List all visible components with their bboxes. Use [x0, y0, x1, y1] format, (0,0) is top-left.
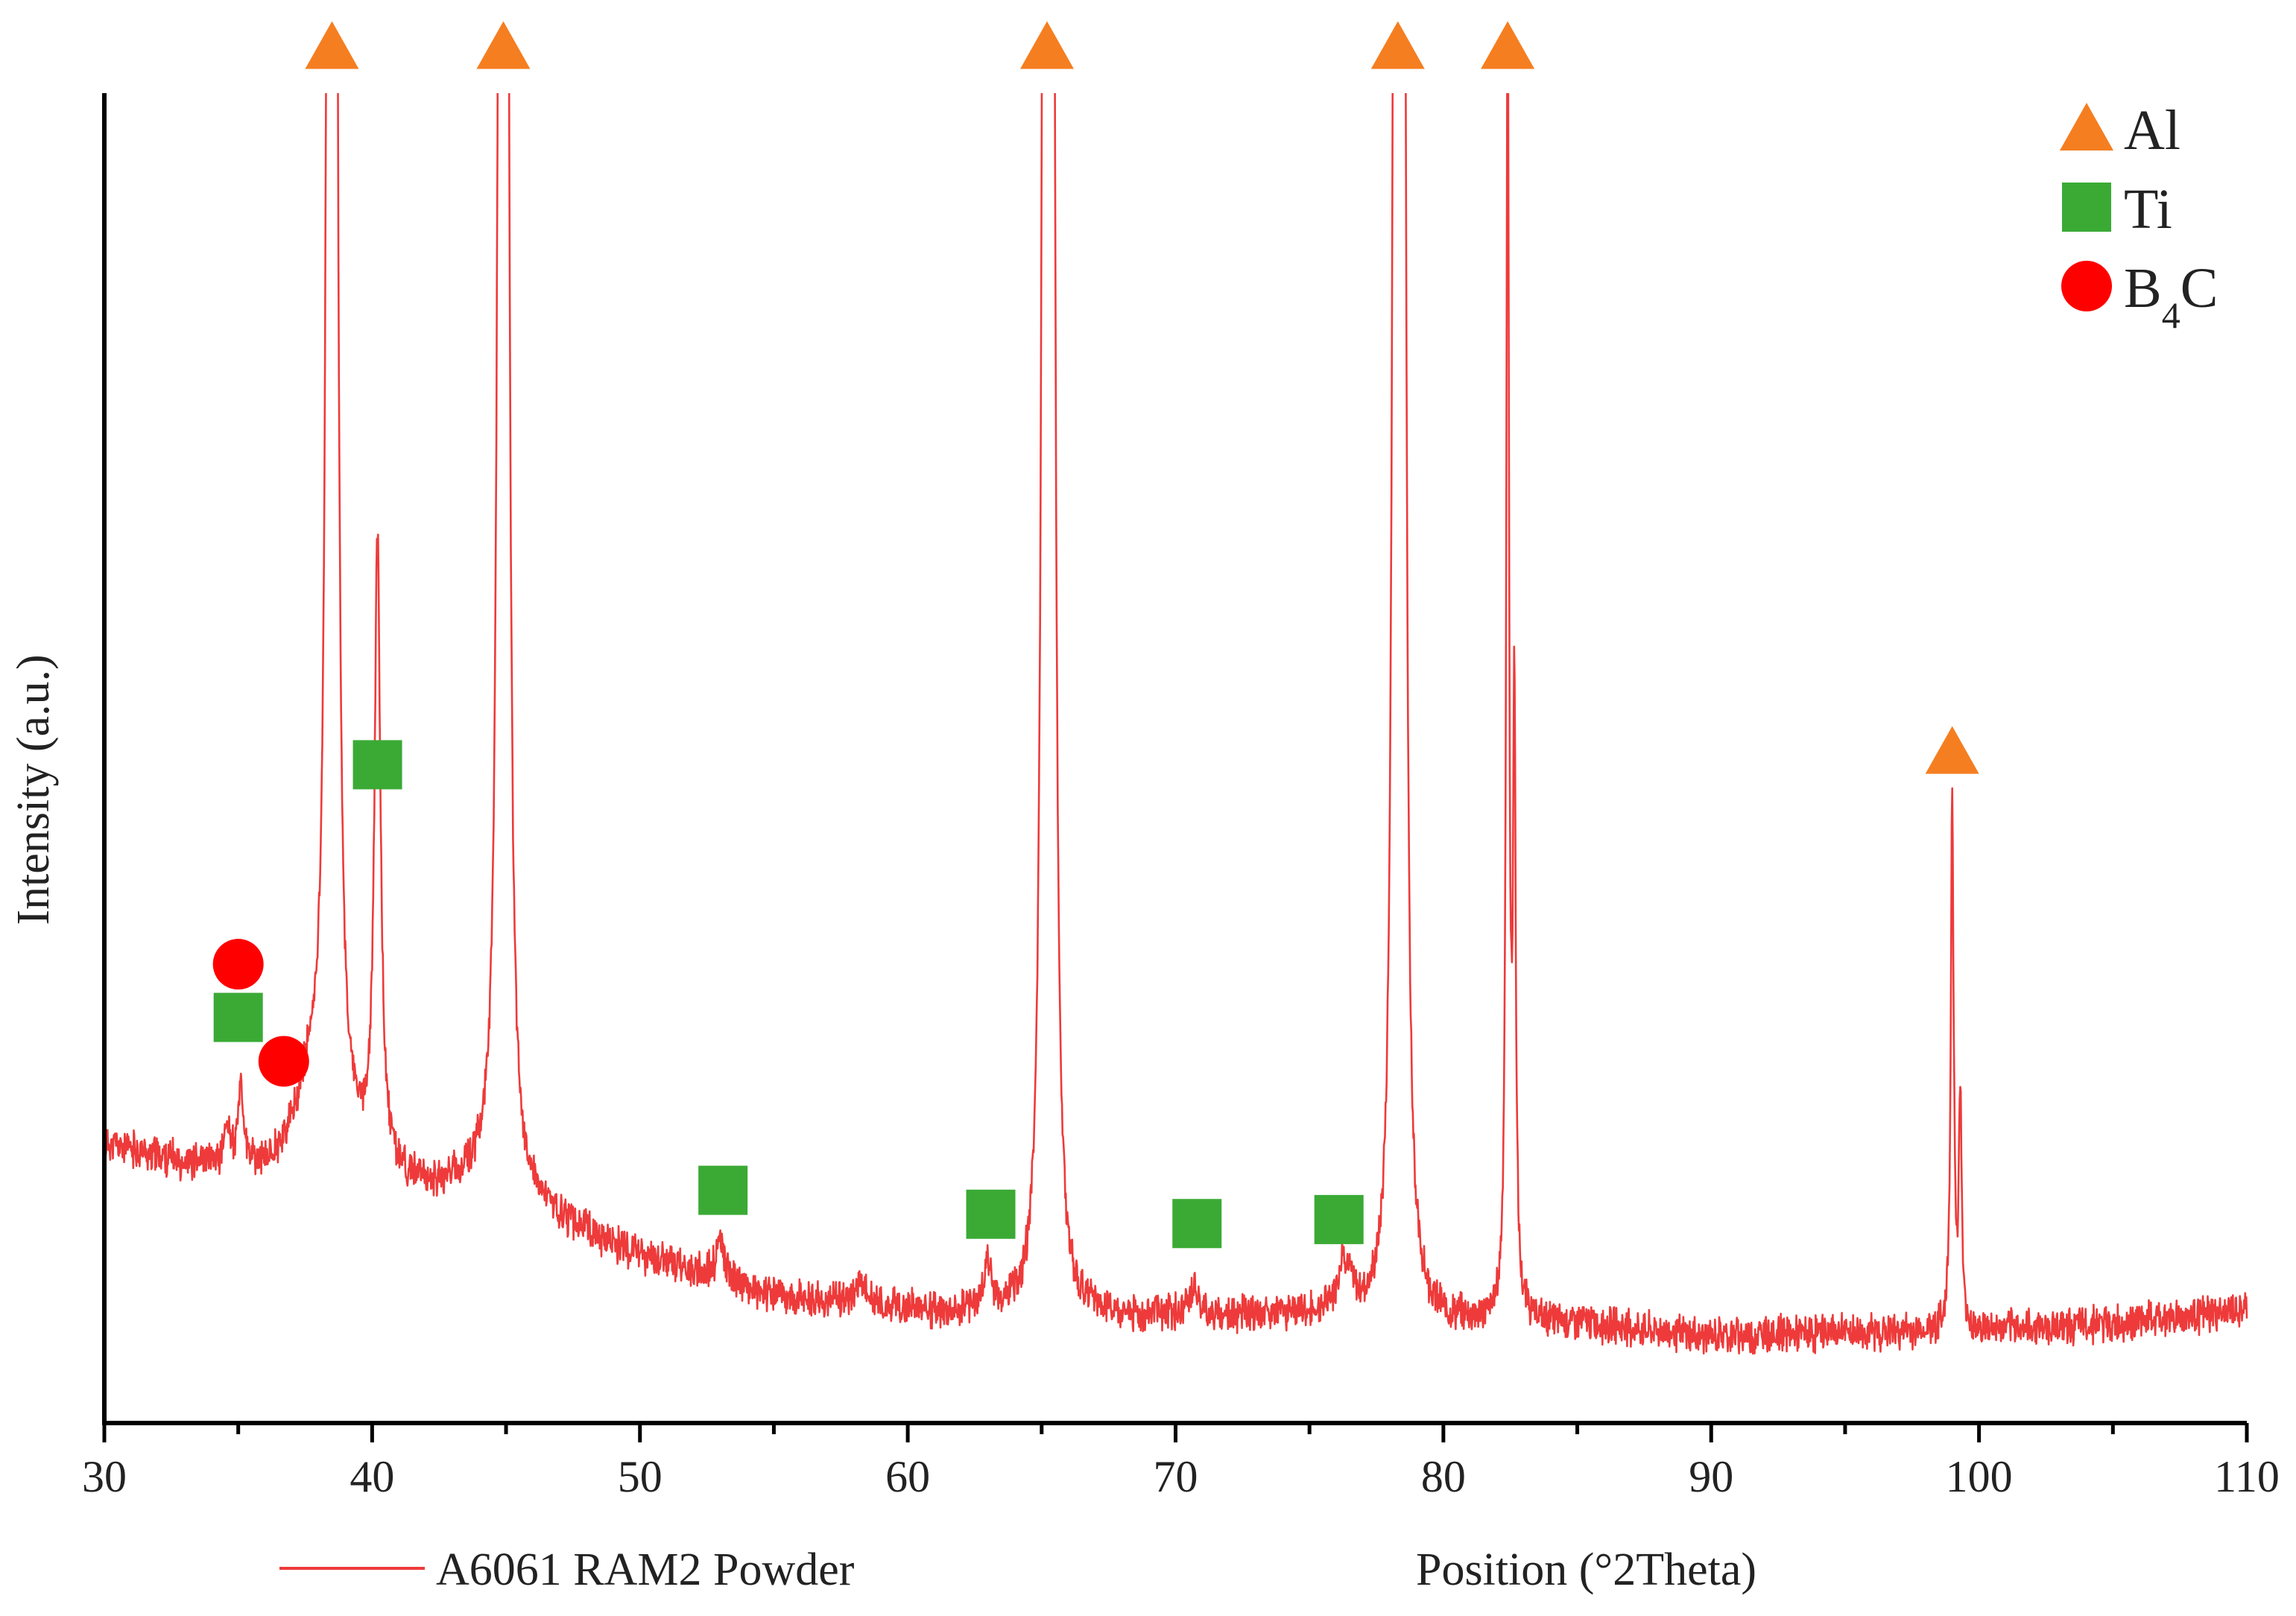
legend-label: Al	[2124, 99, 2180, 162]
marker-b4c-circle	[212, 939, 264, 990]
marker-ti-square	[1314, 1194, 1364, 1244]
legend-label: B4C	[2124, 257, 2218, 336]
x-tick-label: 100	[1946, 1452, 2013, 1501]
marker-ti-square	[1172, 1199, 1222, 1249]
legend-square-icon	[2062, 183, 2111, 232]
marker-ti-square	[698, 1165, 748, 1215]
marker-al-triangle	[1481, 21, 1535, 69]
marker-b4c-circle	[258, 1036, 309, 1087]
spectrum-layer	[104, 93, 2248, 1355]
x-tick-label: 90	[1689, 1452, 1733, 1501]
marker-al-triangle	[305, 21, 359, 69]
x-tick-label: 40	[350, 1452, 394, 1501]
x-tick-label: 110	[2214, 1452, 2280, 1501]
legend-label: Ti	[2124, 178, 2172, 241]
marker-ti-square	[352, 740, 402, 790]
x-ticks: 30 40 50 60 70 80 90 100 110	[82, 1423, 2280, 1501]
marker-al-triangle	[1370, 21, 1425, 69]
marker-al-triangle	[476, 21, 531, 69]
legend-label-suffix: C	[2180, 257, 2218, 320]
marker-ti-square	[966, 1189, 1016, 1239]
marker-ti-square	[213, 992, 263, 1042]
marker-al-triangle	[1020, 21, 1074, 69]
y-axis-title: Intensity (a.u.)	[8, 654, 59, 925]
legend-circle-icon	[2061, 261, 2112, 311]
marker-al-triangle	[1925, 726, 1979, 774]
x-axis-title: Position (°2Theta)	[1416, 1544, 1756, 1595]
x-tick-label: 30	[82, 1452, 127, 1501]
x-tick-label: 70	[1154, 1452, 1198, 1501]
spectrum-line	[104, 93, 2248, 1355]
series-legend: A6061 RAM2 Powder	[279, 1544, 855, 1595]
legend-triangle-icon	[2060, 103, 2113, 150]
series-legend-label: A6061 RAM2 Powder	[436, 1544, 855, 1595]
phase-markers	[212, 21, 1979, 1249]
x-tick-label: 60	[885, 1452, 930, 1501]
x-tick-label: 80	[1421, 1452, 1466, 1501]
phase-legend: Al Ti B4C	[2060, 99, 2218, 336]
x-tick-label: 50	[618, 1452, 662, 1501]
legend-label-subscript: 4	[2162, 294, 2180, 336]
